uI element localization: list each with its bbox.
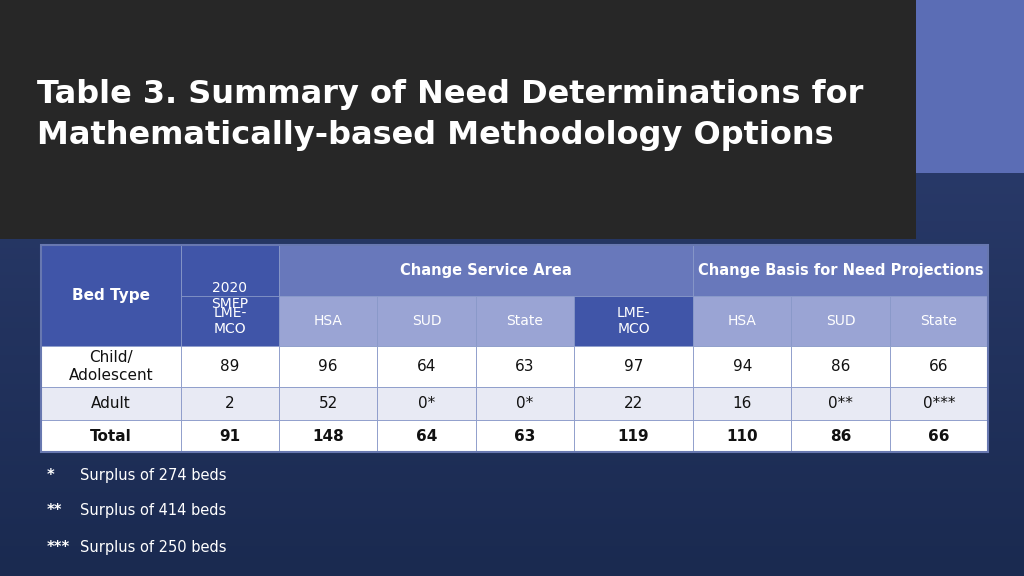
Bar — [792, 295, 890, 346]
Bar — [476, 346, 574, 387]
Text: Total: Total — [90, 429, 132, 444]
Text: State: State — [921, 314, 957, 328]
Text: 2: 2 — [225, 396, 234, 411]
Bar — [378, 387, 476, 420]
Bar — [41, 245, 180, 346]
Text: 66: 66 — [928, 429, 949, 444]
Bar — [890, 387, 988, 420]
Text: Surplus of 250 beds: Surplus of 250 beds — [81, 540, 227, 555]
Text: 63: 63 — [515, 359, 535, 374]
Text: ***: *** — [47, 540, 70, 555]
Bar — [180, 295, 280, 346]
Text: LME-
MCO: LME- MCO — [213, 306, 247, 336]
Bar — [792, 387, 890, 420]
Text: SUD: SUD — [825, 314, 855, 328]
Bar — [693, 295, 792, 346]
Bar — [280, 245, 693, 295]
Bar — [693, 387, 792, 420]
Text: 0*: 0* — [516, 396, 534, 411]
Bar — [574, 346, 693, 387]
Bar — [693, 245, 988, 295]
Text: 97: 97 — [624, 359, 643, 374]
Text: 64: 64 — [417, 359, 436, 374]
Bar — [476, 420, 574, 452]
Text: 86: 86 — [830, 429, 851, 444]
Bar — [41, 420, 180, 452]
Text: LME-
MCO: LME- MCO — [616, 306, 650, 336]
Text: 16: 16 — [732, 396, 752, 411]
Text: 22: 22 — [624, 396, 643, 411]
Bar — [378, 295, 476, 346]
Text: 0**: 0** — [828, 396, 853, 411]
Bar — [574, 420, 693, 452]
Text: 64: 64 — [416, 429, 437, 444]
Text: 66: 66 — [929, 359, 949, 374]
Bar — [280, 420, 378, 452]
Bar — [693, 346, 792, 387]
Text: *: * — [47, 468, 54, 483]
Text: Child/
Adolescent: Child/ Adolescent — [69, 350, 154, 383]
Text: 52: 52 — [318, 396, 338, 411]
Bar — [574, 295, 693, 346]
Bar — [180, 245, 280, 346]
Bar — [574, 295, 693, 346]
Text: 119: 119 — [617, 429, 649, 444]
Text: 110: 110 — [726, 429, 758, 444]
Text: Table 3. Summary of Need Determinations for
Mathematically-based Methodology Opt: Table 3. Summary of Need Determinations … — [37, 79, 863, 150]
Text: 0***: 0*** — [923, 396, 955, 411]
Bar — [280, 387, 378, 420]
Bar — [890, 420, 988, 452]
Text: SUD: SUD — [412, 314, 441, 328]
Bar — [890, 346, 988, 387]
Bar — [792, 346, 890, 387]
Bar — [41, 346, 180, 387]
Text: State: State — [507, 314, 544, 328]
Bar — [378, 420, 476, 452]
Bar — [378, 346, 476, 387]
Text: Surplus of 274 beds: Surplus of 274 beds — [81, 468, 227, 483]
Bar — [180, 420, 280, 452]
Text: 2020
SMFP: 2020 SMFP — [211, 281, 249, 310]
Bar — [280, 346, 378, 387]
Text: 89: 89 — [220, 359, 240, 374]
Bar — [41, 387, 180, 420]
Text: 148: 148 — [312, 429, 344, 444]
Text: Surplus of 414 beds: Surplus of 414 beds — [81, 503, 226, 518]
Bar — [890, 295, 988, 346]
Bar — [180, 387, 280, 420]
Text: 0*: 0* — [418, 396, 435, 411]
Text: 94: 94 — [732, 359, 752, 374]
Bar — [180, 346, 280, 387]
Bar — [574, 387, 693, 420]
Text: Adult: Adult — [91, 396, 131, 411]
Text: HSA: HSA — [728, 314, 757, 328]
Text: 96: 96 — [318, 359, 338, 374]
Bar — [476, 387, 574, 420]
Bar — [476, 295, 574, 346]
Bar — [693, 420, 792, 452]
Text: Change Basis for Need Projections: Change Basis for Need Projections — [697, 263, 983, 278]
Bar — [792, 420, 890, 452]
Text: **: ** — [47, 503, 62, 518]
Text: 91: 91 — [219, 429, 241, 444]
Text: Bed Type: Bed Type — [72, 288, 150, 303]
Bar — [280, 295, 378, 346]
Text: 63: 63 — [514, 429, 536, 444]
Text: HSA: HSA — [313, 314, 343, 328]
Text: 86: 86 — [830, 359, 850, 374]
Text: Change Service Area: Change Service Area — [400, 263, 572, 278]
